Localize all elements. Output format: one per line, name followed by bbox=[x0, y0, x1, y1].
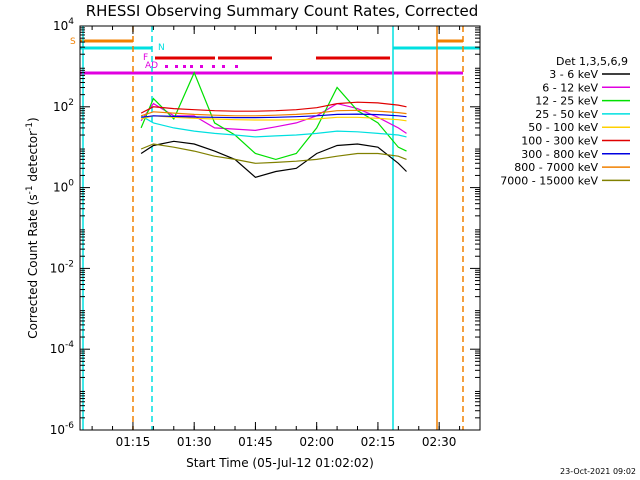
y-axis-label: Corrected Count Rate (s-1 detector-1) bbox=[25, 117, 40, 338]
legend-label-2: 12 - 25 keV bbox=[535, 95, 598, 108]
decim-marker-1 bbox=[175, 65, 178, 68]
series-line-8 bbox=[140, 143, 407, 164]
attenuator-lines bbox=[82, 26, 464, 430]
y-tick-label-5: 10-6 bbox=[50, 421, 75, 437]
flag-s: S bbox=[70, 37, 76, 47]
x-tick-label-3: 02:00 bbox=[299, 435, 334, 449]
decim-marker-7 bbox=[235, 65, 238, 68]
flag-f: F bbox=[143, 53, 148, 63]
legend-label-4: 50 - 100 keV bbox=[528, 121, 598, 134]
y-axis: 104 102 100 10-2 10-4 10-6 bbox=[50, 17, 480, 437]
series-line-7 bbox=[140, 109, 407, 117]
legend-label-8: 7000 - 15000 keV bbox=[500, 174, 598, 187]
decim-marker-2 bbox=[183, 65, 186, 68]
event-bars bbox=[80, 39, 480, 75]
y-tick-label-3: 10-2 bbox=[50, 259, 74, 275]
legend-label-1: 6 - 12 keV bbox=[542, 81, 598, 94]
legend-title: Det 1,3,5,6,9 bbox=[556, 55, 628, 68]
series-line-5 bbox=[140, 101, 407, 114]
x-tick-label-1: 01:30 bbox=[177, 435, 212, 449]
series-line-4 bbox=[140, 115, 407, 122]
flag-n: N bbox=[158, 43, 165, 53]
x-tick-label-5: 02:30 bbox=[422, 435, 457, 449]
legend-label-5: 100 - 300 keV bbox=[521, 135, 598, 148]
decim-marker-0 bbox=[165, 65, 168, 68]
legend-label-3: 25 - 50 keV bbox=[535, 108, 598, 121]
decim-marker-5 bbox=[212, 65, 215, 68]
y-tick-label-4: 10-4 bbox=[50, 340, 75, 356]
y-tick-label-2: 100 bbox=[53, 179, 74, 195]
legend-label-6: 300 - 800 keV bbox=[521, 148, 598, 161]
chart-title: RHESSI Observing Summary Count Rates, Co… bbox=[86, 2, 479, 20]
x-tick-label-4: 02:15 bbox=[361, 435, 396, 449]
decim-marker-4 bbox=[200, 65, 203, 68]
series-layer bbox=[140, 71, 407, 178]
series-line-6 bbox=[141, 113, 407, 119]
x-axis-label: Start Time (05-Jul-12 01:02:02) bbox=[186, 456, 374, 470]
plot-frame bbox=[79, 25, 481, 431]
decim-marker-6 bbox=[222, 65, 225, 68]
y-tick-label-0: 104 bbox=[53, 17, 74, 33]
decim-marker-3 bbox=[190, 65, 193, 68]
legend-label-0: 3 - 6 keV bbox=[549, 68, 598, 81]
series-line-3 bbox=[140, 115, 407, 138]
x-tick-label-2: 01:45 bbox=[238, 435, 273, 449]
legend-label-7: 800 - 7000 keV bbox=[514, 161, 598, 174]
x-tick-label-0: 01:15 bbox=[116, 435, 151, 449]
y-tick-label-1: 102 bbox=[53, 98, 74, 114]
timestamp: 23-Oct-2021 09:02 bbox=[560, 467, 636, 476]
series-line-0 bbox=[140, 140, 407, 178]
series-line-2 bbox=[140, 71, 407, 161]
x-axis: 01:15 01:30 01:45 02:00 02:15 02:30 bbox=[91, 26, 481, 449]
